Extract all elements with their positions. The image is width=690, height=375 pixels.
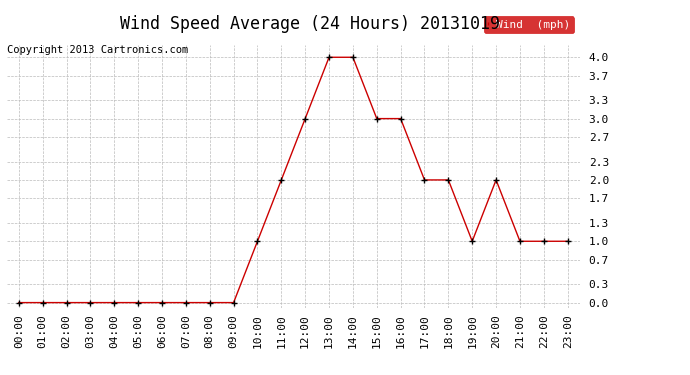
Text: Wind Speed Average (24 Hours) 20131019: Wind Speed Average (24 Hours) 20131019 [121,15,500,33]
Legend: Wind  (mph): Wind (mph) [484,16,574,33]
Text: Copyright 2013 Cartronics.com: Copyright 2013 Cartronics.com [7,45,188,55]
